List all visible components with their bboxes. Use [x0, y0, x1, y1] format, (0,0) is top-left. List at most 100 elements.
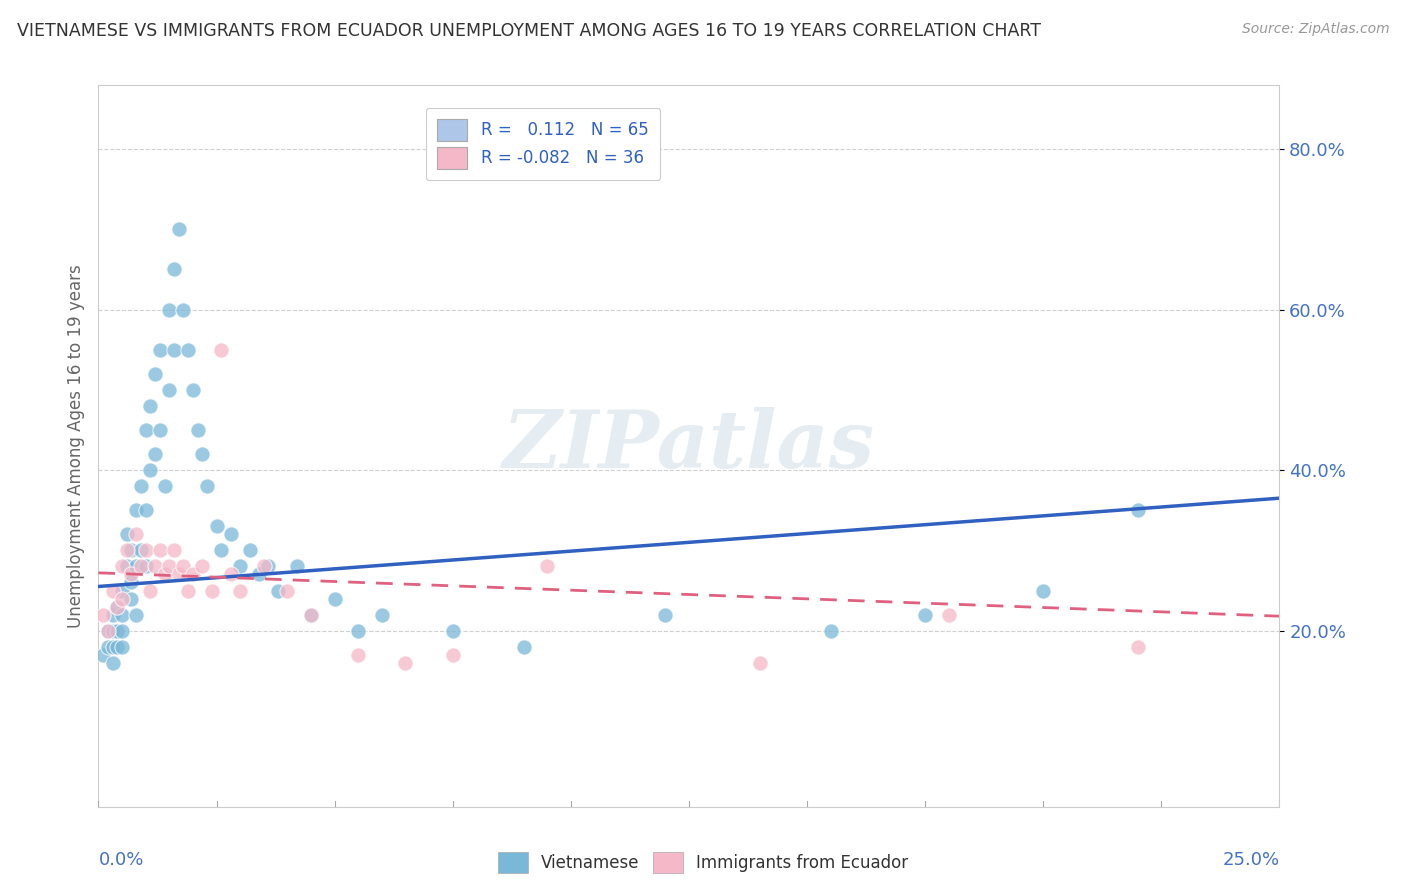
Point [191, 559, 214, 574]
Point [512, 640, 534, 654]
Point [748, 656, 770, 670]
Point [111, 591, 134, 606]
Point [157, 302, 180, 317]
Text: 0.0%: 0.0% [98, 851, 143, 870]
Point [135, 423, 157, 437]
Point [276, 583, 298, 598]
Point [121, 567, 143, 582]
Point [347, 624, 370, 638]
Point [219, 527, 242, 541]
Point [149, 343, 172, 357]
Point [167, 567, 190, 582]
Point [172, 302, 194, 317]
Point [121, 575, 143, 590]
Point [111, 559, 134, 574]
Point [201, 583, 224, 598]
Text: 25.0%: 25.0% [1222, 851, 1279, 870]
Point [101, 607, 124, 622]
Point [267, 583, 290, 598]
Point [149, 543, 172, 558]
Point [229, 559, 252, 574]
Point [105, 624, 128, 638]
Point [149, 423, 172, 437]
Point [229, 583, 252, 598]
Point [139, 583, 162, 598]
Point [181, 567, 204, 582]
Point [111, 607, 134, 622]
Point [195, 479, 218, 493]
Legend: Vietnamese, Immigrants from Ecuador: Vietnamese, Immigrants from Ecuador [491, 846, 915, 880]
Point [191, 447, 214, 461]
Point [163, 543, 186, 558]
Point [111, 583, 134, 598]
Point [1126, 640, 1149, 654]
Point [91, 607, 114, 622]
Point [441, 648, 464, 662]
Point [938, 607, 960, 622]
Point [129, 559, 152, 574]
Point [1032, 583, 1054, 598]
Point [129, 479, 152, 493]
Point [247, 567, 270, 582]
Point [820, 624, 842, 638]
Point [135, 559, 157, 574]
Text: ZIPatlas: ZIPatlas [503, 408, 875, 484]
Point [143, 559, 166, 574]
Legend: R =   0.112   N = 65, R = -0.082   N = 36: R = 0.112 N = 65, R = -0.082 N = 36 [426, 108, 659, 180]
Point [172, 559, 194, 574]
Point [91, 648, 114, 662]
Y-axis label: Unemployment Among Ages 16 to 19 years: Unemployment Among Ages 16 to 19 years [66, 264, 84, 628]
Point [209, 543, 232, 558]
Point [371, 607, 394, 622]
Point [219, 567, 242, 582]
Point [125, 527, 148, 541]
Point [323, 591, 346, 606]
Point [299, 607, 322, 622]
Point [163, 343, 186, 357]
Point [139, 399, 162, 413]
Point [115, 527, 138, 541]
Point [209, 343, 232, 357]
Point [157, 383, 180, 397]
Point [536, 559, 558, 574]
Point [97, 624, 120, 638]
Point [239, 543, 262, 558]
Point [139, 463, 162, 477]
Point [257, 559, 280, 574]
Point [253, 559, 276, 574]
Point [153, 567, 176, 582]
Point [111, 624, 134, 638]
Point [163, 262, 186, 277]
Point [135, 503, 157, 517]
Point [129, 543, 152, 558]
Point [115, 559, 138, 574]
Point [181, 383, 204, 397]
Point [1126, 503, 1149, 517]
Point [177, 583, 200, 598]
Point [187, 423, 209, 437]
Point [167, 222, 190, 236]
Point [105, 599, 128, 614]
Point [125, 559, 148, 574]
Point [205, 519, 228, 533]
Point [914, 607, 936, 622]
Point [157, 559, 180, 574]
Point [143, 447, 166, 461]
Point [101, 656, 124, 670]
Point [654, 607, 676, 622]
Point [121, 591, 143, 606]
Point [125, 503, 148, 517]
Point [394, 656, 416, 670]
Point [101, 583, 124, 598]
Text: Source: ZipAtlas.com: Source: ZipAtlas.com [1241, 22, 1389, 37]
Point [135, 543, 157, 558]
Point [347, 648, 370, 662]
Point [97, 640, 120, 654]
Point [153, 479, 176, 493]
Point [105, 640, 128, 654]
Point [285, 559, 308, 574]
Point [111, 640, 134, 654]
Point [177, 343, 200, 357]
Point [125, 607, 148, 622]
Point [105, 599, 128, 614]
